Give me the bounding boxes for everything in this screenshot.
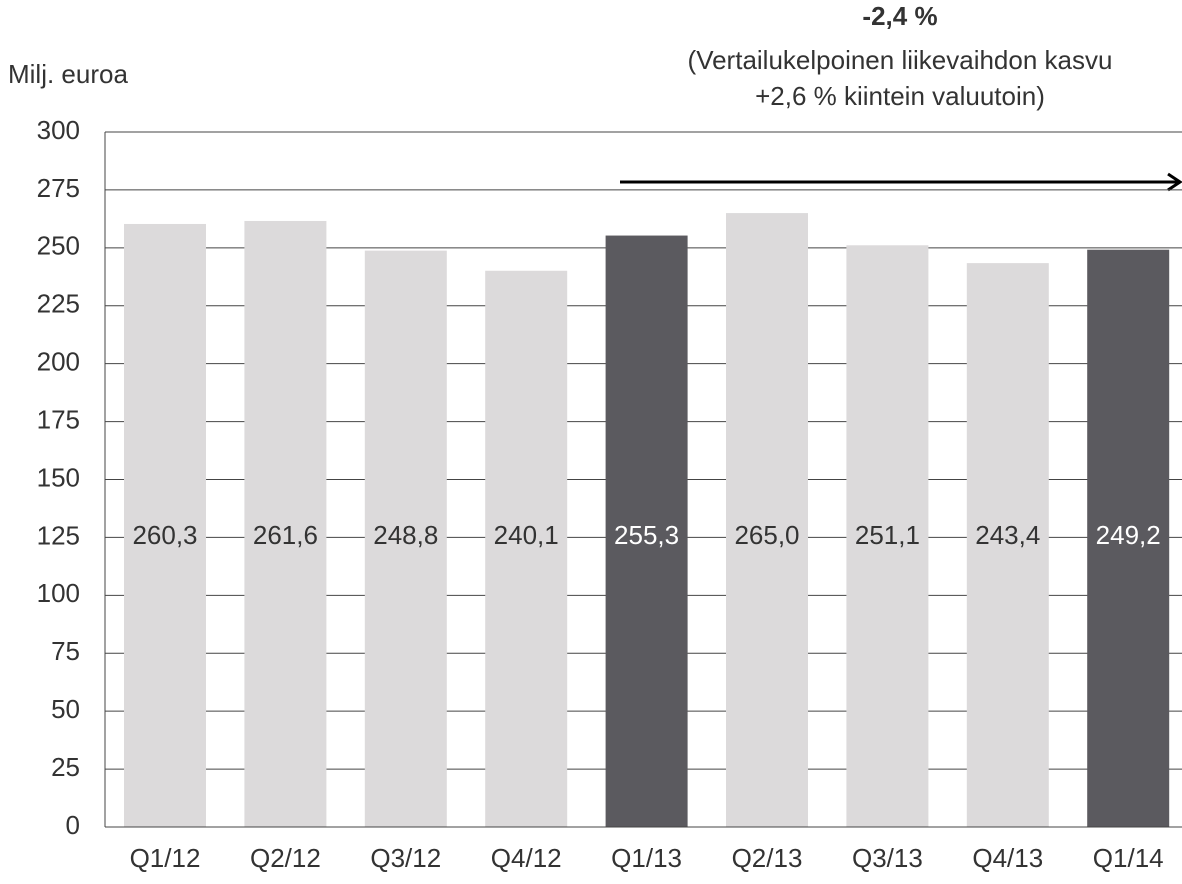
arrow-head — [1167, 172, 1182, 192]
bar — [966, 263, 1049, 828]
data-label: 249,2 — [1096, 520, 1161, 550]
x-tick-label: Q2/12 — [250, 843, 321, 873]
x-tick-label: Q2/13 — [732, 843, 803, 873]
x-tick-label: Q3/12 — [370, 843, 441, 873]
y-tick-label: 250 — [37, 231, 80, 261]
data-label: 243,4 — [975, 520, 1040, 550]
annotation: -2,4 % — [862, 1, 937, 31]
data-label: 248,8 — [373, 520, 438, 550]
y-axis-label: Milj. euroa — [8, 59, 128, 89]
y-tick-label: 75 — [51, 636, 80, 666]
y-tick-label: 125 — [37, 520, 80, 550]
y-tick-label: 50 — [51, 694, 80, 724]
x-tick-label: Q1/12 — [130, 843, 201, 873]
y-tick-label: 100 — [37, 578, 80, 608]
y-tick-label: 25 — [51, 752, 80, 782]
bar — [124, 223, 206, 827]
x-tick-label: Q4/13 — [972, 843, 1043, 873]
x-tick-label: Q4/12 — [491, 843, 562, 873]
y-tick-label: 300 — [37, 115, 80, 145]
y-tick-label: 150 — [37, 462, 80, 492]
data-label: 265,0 — [734, 520, 799, 550]
x-tick-label: Q3/13 — [852, 843, 923, 873]
bar — [846, 245, 929, 827]
data-label: 240,1 — [494, 520, 559, 550]
data-label: 255,3 — [614, 520, 679, 550]
annotation: (Vertailukelpoinen liikevaihdon kasvu — [688, 45, 1113, 75]
bar — [244, 220, 327, 827]
x-tick-label: Q1/14 — [1093, 843, 1164, 873]
bar — [605, 235, 688, 827]
bar — [485, 270, 568, 828]
y-tick-label: 175 — [37, 404, 80, 434]
y-tick-label: 225 — [37, 289, 80, 319]
annotation: +2,6 % kiintein valuutoin) — [755, 81, 1045, 111]
data-label: 251,1 — [855, 520, 920, 550]
data-label: 260,3 — [132, 520, 197, 550]
bar — [364, 250, 447, 827]
bar — [1087, 249, 1170, 828]
data-label: 261,6 — [253, 520, 318, 550]
y-tick-label: 200 — [37, 347, 80, 377]
y-tick-label: 0 — [66, 810, 80, 840]
bar — [726, 213, 808, 828]
x-tick-label: Q1/13 — [611, 843, 682, 873]
y-tick-label: 275 — [37, 173, 80, 203]
